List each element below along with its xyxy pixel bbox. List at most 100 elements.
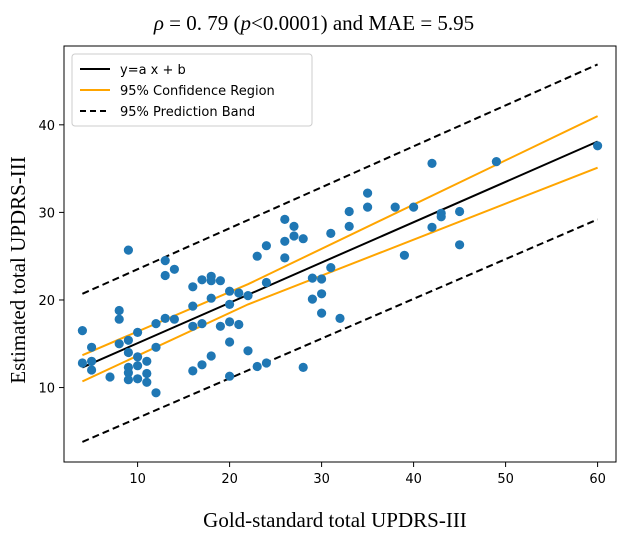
data-point — [160, 256, 170, 266]
data-point — [188, 321, 198, 331]
data-point — [409, 202, 419, 212]
data-point — [151, 319, 161, 329]
legend-label: y=a x + b — [120, 63, 186, 78]
data-point — [77, 326, 87, 336]
data-point — [289, 231, 299, 241]
data-point — [225, 299, 235, 309]
data-point — [133, 374, 143, 384]
data-point — [252, 361, 262, 372]
data-point — [280, 214, 290, 224]
data-point — [455, 206, 465, 217]
prediction-band-upper — [81, 63, 599, 295]
data-point — [169, 264, 179, 274]
data-point — [160, 313, 170, 323]
legend-label: 95% Prediction Band — [120, 105, 255, 120]
data-point — [197, 275, 207, 285]
data-point — [188, 282, 198, 292]
x-tick-label: 40 — [405, 472, 422, 487]
data-point — [142, 368, 152, 379]
data-point — [289, 221, 299, 231]
data-point — [188, 366, 198, 376]
y-tick-label: 20 — [38, 294, 55, 309]
y-tick-label: 30 — [38, 206, 55, 221]
data-point — [114, 305, 124, 316]
data-point — [123, 368, 133, 378]
data-point — [280, 253, 290, 263]
data-point — [114, 339, 124, 349]
data-point — [427, 222, 437, 232]
data-point — [427, 158, 437, 168]
data-point — [344, 221, 354, 231]
title-rho-symbol: ρ — [153, 11, 164, 35]
title-p-symbol: p — [239, 11, 252, 35]
data-point — [123, 375, 133, 385]
data-point — [114, 314, 124, 324]
x-axis-label: Gold-standard total UPDRS-III — [203, 508, 467, 532]
data-point — [87, 365, 97, 375]
axes-frame — [63, 45, 617, 463]
data-point — [142, 356, 152, 366]
legend-label: 95% Confidence Region — [120, 84, 275, 99]
data-point — [197, 319, 207, 329]
data-point — [261, 277, 271, 288]
data-point — [261, 358, 271, 368]
data-point — [307, 294, 317, 304]
y-tick-label: 40 — [38, 119, 55, 134]
data-point — [123, 245, 133, 255]
data-point — [133, 327, 143, 337]
data-point — [225, 286, 235, 296]
data-point — [298, 234, 308, 244]
data-point — [593, 141, 603, 151]
data-point — [142, 377, 152, 387]
data-point — [243, 291, 253, 301]
data-point — [363, 202, 373, 212]
data-point — [363, 188, 373, 198]
plot-area: 10 20 30 40 50 60 10 20 30 40 y=a x + b 95% Confide… — [38, 45, 617, 487]
data-point — [225, 337, 235, 347]
data-point — [252, 251, 262, 261]
data-point — [280, 236, 290, 246]
x-tick-label: 50 — [497, 472, 514, 487]
x-tick-label: 30 — [313, 472, 330, 487]
x-tick-label: 10 — [129, 472, 146, 487]
data-point — [225, 371, 235, 381]
data-point — [87, 342, 97, 352]
title-rho-value: = 0. 79 ( — [164, 11, 241, 35]
data-point — [298, 362, 308, 372]
data-point — [77, 358, 87, 368]
data-point — [317, 274, 327, 284]
x-tick-label: 20 — [221, 472, 238, 487]
data-point — [243, 346, 253, 356]
data-point — [455, 240, 465, 250]
data-point — [197, 360, 207, 370]
title-p-value: <0.0001) and MAE = 5.95 — [251, 11, 474, 35]
data-point — [390, 202, 400, 212]
data-point — [188, 301, 198, 311]
data-point — [151, 342, 161, 352]
data-point — [335, 313, 345, 323]
data-point — [436, 212, 446, 222]
data-point — [123, 335, 133, 345]
data-point — [206, 293, 216, 303]
data-point — [151, 388, 161, 398]
data-point — [326, 263, 336, 273]
y-axis-label: Estimated total UPDRS-III — [6, 156, 30, 383]
data-point — [317, 308, 327, 318]
data-point — [307, 273, 317, 283]
data-point — [105, 372, 115, 382]
data-point — [326, 228, 336, 238]
data-point — [399, 250, 409, 260]
x-tick-label: 60 — [589, 472, 606, 487]
prediction-band-lower — [82, 218, 598, 443]
y-tick-label: 10 — [38, 382, 55, 397]
data-point — [123, 347, 133, 358]
data-point — [133, 361, 143, 371]
data-point — [87, 356, 97, 366]
data-point — [261, 241, 271, 251]
data-point — [234, 319, 244, 330]
data-point — [215, 321, 225, 331]
data-point — [206, 276, 216, 286]
data-point — [344, 206, 354, 217]
fit-line — [81, 140, 599, 369]
